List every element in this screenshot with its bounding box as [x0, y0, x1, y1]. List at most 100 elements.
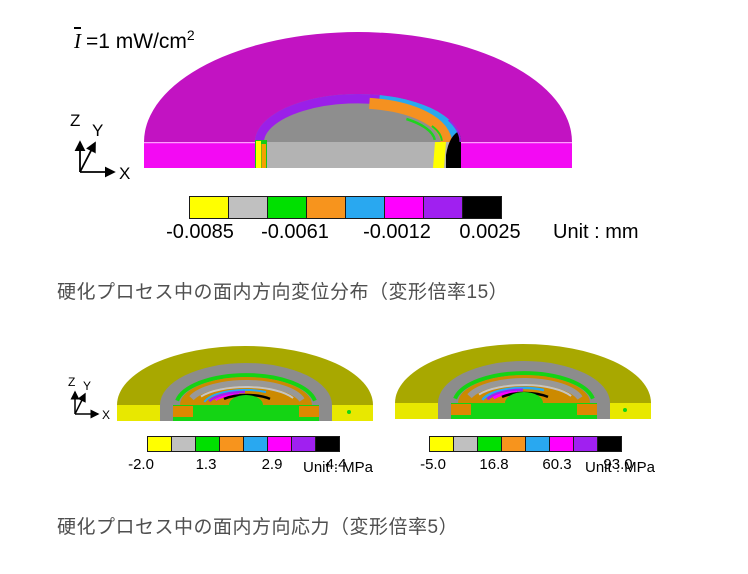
- legend-swatch: [453, 436, 478, 452]
- legend-swatch: [243, 436, 268, 452]
- axis-z-label: Z: [70, 111, 80, 130]
- contour-line-green-1: [406, 117, 437, 141]
- legend-swatch: [171, 436, 196, 452]
- legend-value: 60.3: [542, 456, 572, 473]
- contour-line-purple: [208, 390, 246, 403]
- intensity-equation: =1 mW/cm: [86, 30, 187, 53]
- displacement-contour-plot: [144, 32, 572, 168]
- gray-column-right: [319, 405, 332, 421]
- contour-line-green-2: [431, 125, 443, 141]
- legend-swatch: [462, 196, 502, 219]
- legend-swatch: [315, 436, 340, 452]
- center-green-bump: [505, 392, 543, 403]
- contour-line-blue: [203, 388, 267, 403]
- slab-green-speck: [202, 409, 208, 415]
- contour-band-purple: [255, 94, 393, 143]
- accent-yellow-left: [256, 141, 261, 168]
- legend-unit: Unit : MPa: [585, 459, 656, 476]
- stress-contour-plot-left: [117, 346, 373, 421]
- legend-value: 2.9: [261, 456, 283, 473]
- axis-x-label: X: [102, 408, 110, 422]
- legend-bar: [147, 436, 340, 452]
- legend-swatch: [423, 196, 463, 219]
- legend-swatch: [228, 196, 268, 219]
- legend-swatch: [573, 436, 598, 452]
- legend-swatch: [429, 436, 454, 452]
- legend-value: 16.8: [479, 456, 509, 473]
- cavity-contours: [438, 361, 610, 419]
- center-green-bump: [229, 395, 263, 405]
- accent-yellow-right: [433, 142, 446, 168]
- slab-green-speck: [623, 408, 627, 412]
- cavity-contours: [255, 94, 461, 168]
- legend-value: 0.0025: [459, 221, 521, 243]
- contour-line-purple: [486, 388, 524, 401]
- axis-triad-top: Z Y X: [70, 111, 130, 183]
- legend-value: -0.0012: [363, 221, 431, 243]
- legend-swatch: [549, 436, 574, 452]
- contour-line-lightgray: [478, 384, 572, 397]
- axis-y-arrow: [79, 141, 96, 173]
- contour-band-gray: [467, 377, 583, 400]
- legend-value: -0.0061: [261, 221, 329, 243]
- axis-y-arrow: [74, 392, 86, 415]
- legend-swatch: [267, 196, 307, 219]
- legend-value: 93.0: [603, 456, 633, 473]
- contour-line-black: [223, 393, 271, 401]
- legend-bar: [189, 196, 502, 219]
- legend-swatch: [501, 436, 526, 452]
- legend-swatch: [195, 436, 220, 452]
- gray-column-left: [160, 405, 173, 421]
- contour-line-green: [453, 371, 595, 400]
- legend-unit: Unit : MPa: [303, 459, 374, 476]
- axis-y-label: Y: [92, 121, 103, 140]
- legend-value: 1.3: [195, 456, 217, 473]
- legend-swatch: [345, 196, 385, 219]
- contour-line-blue: [481, 386, 545, 401]
- legend-swatch: [477, 436, 502, 452]
- legend-value: -0.0085: [166, 221, 234, 243]
- accent-orange-left: [261, 144, 266, 168]
- legend-swatch: [189, 196, 229, 219]
- legend-value: -5.0: [420, 456, 446, 473]
- orange-patch-right: [299, 406, 319, 417]
- contour-line-lightgray: [200, 386, 294, 399]
- legend-swatch: [384, 196, 424, 219]
- orange-patch-left: [451, 404, 471, 415]
- contour-line-green: [175, 373, 317, 402]
- cavity-contours: [160, 363, 332, 421]
- intensity-symbol: I: [74, 29, 81, 53]
- legend-swatch: [147, 436, 172, 452]
- intensity-label: I =1 mW/cm2: [74, 27, 195, 54]
- legend-swatch: [306, 196, 346, 219]
- stress-contour-plot-right: [395, 344, 651, 419]
- axis-z-label: Z: [68, 375, 75, 389]
- inner-base: [255, 142, 461, 168]
- legend-swatch: [267, 436, 292, 452]
- axis-triad-bottom: Z Y X: [68, 375, 110, 422]
- outer-dome: [144, 32, 572, 142]
- orange-patch-left: [173, 406, 193, 417]
- slab-green-speck: [347, 410, 351, 414]
- legend-swatch: [291, 436, 316, 452]
- inner-base-green: [438, 403, 610, 419]
- legend-unit: Unit : mm: [553, 221, 639, 243]
- legend-swatch: [525, 436, 550, 452]
- intensity-exponent: 2: [186, 27, 195, 43]
- legend-swatch: [219, 436, 244, 452]
- legend-bar: [429, 436, 622, 452]
- slab-green-speck: [482, 407, 488, 413]
- legend-value: 4.4: [325, 456, 347, 473]
- gray-column-left: [438, 403, 451, 419]
- orange-patch-right: [577, 404, 597, 415]
- gray-column-right: [597, 403, 610, 419]
- inner-base-green: [160, 405, 332, 421]
- contour-band-orange: [369, 97, 452, 143]
- accent-black-right: [446, 130, 461, 168]
- legend-swatch: [597, 436, 622, 452]
- contour-band-gray: [189, 379, 305, 402]
- caption-stress: 硬化プロセス中の面内方向応力（変形倍率5）: [57, 517, 459, 538]
- legend-value: -2.0: [128, 456, 154, 473]
- caption-displacement: 硬化プロセス中の面内方向変位分布（変形倍率15）: [57, 282, 509, 303]
